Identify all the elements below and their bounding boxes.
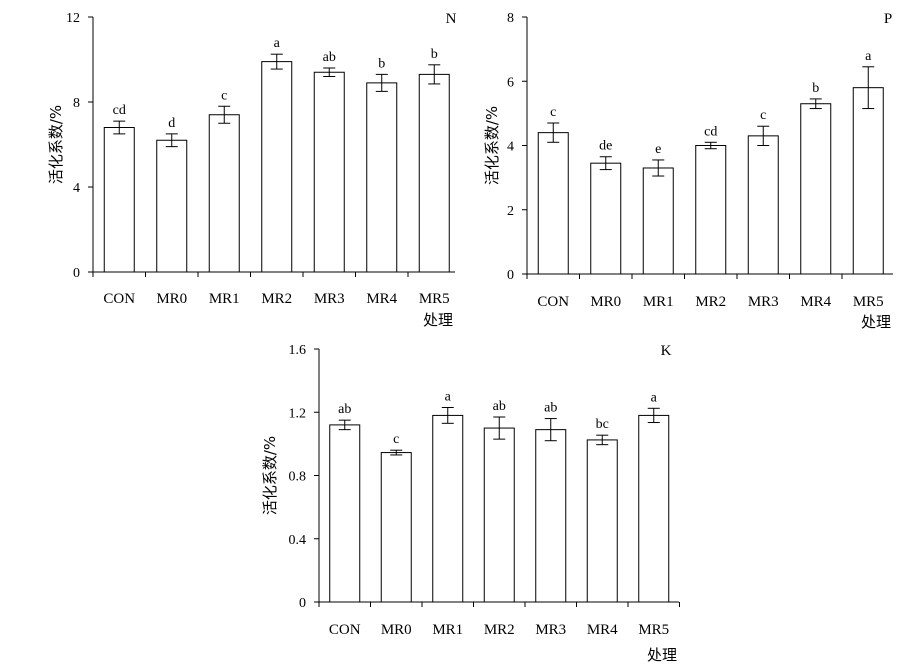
y-tick-label: 4 (507, 140, 514, 155)
chart-panel-k: 0 0.4 0.8 1.2 1.6 ab CON c MR0 a MR1 ab MR2 ab MR3 bc MR… (261, 343, 680, 664)
significance-label: ab (544, 401, 557, 416)
significance-label: c (393, 432, 399, 447)
x-tick-label: MR4 (587, 622, 618, 638)
significance-label: a (865, 49, 872, 64)
y-axis-title: 活化系数/% (47, 105, 65, 184)
x-tick-label: MR3 (535, 622, 566, 638)
x-tick-label: CON (103, 291, 135, 307)
bar-mr5 (852, 87, 884, 275)
significance-label: c (550, 105, 556, 120)
x-tick-label: MR4 (800, 294, 831, 310)
bar-mr4 (366, 82, 398, 273)
bar-mr4 (586, 439, 618, 603)
y-tick-label: 8 (507, 11, 514, 26)
x-tick-label: MR4 (366, 291, 397, 307)
bar-con (537, 132, 569, 275)
x-tick-label: MR5 (638, 622, 669, 638)
panel-label: N (446, 11, 457, 27)
bar-mr2 (261, 61, 293, 273)
y-tick-label: 0.4 (289, 533, 307, 548)
panel-label: K (661, 343, 672, 359)
y-tick-label: 8 (73, 96, 80, 111)
y-tick-label: 2 (507, 204, 514, 219)
bar-mr0 (590, 162, 622, 275)
significance-label: d (168, 116, 175, 131)
y-tick-label: 4 (73, 181, 80, 196)
significance-label: cd (704, 124, 717, 139)
significance-label: c (760, 108, 766, 123)
x-tick-label: MR3 (748, 294, 779, 310)
x-axis-title: 处理 (423, 311, 453, 329)
panel-label: P (884, 11, 892, 27)
x-tick-label: MR2 (484, 622, 515, 638)
significance-label: a (651, 390, 658, 405)
significance-label: ab (493, 399, 506, 414)
chart-panel-p: 0 2 4 6 8 c CON de MR0 e MR1 cd MR2 c MR3 b MR4 a MR5 P 活化系数… (483, 11, 893, 331)
bar-mr5 (638, 414, 670, 603)
significance-label: bc (596, 417, 609, 432)
bar-mr2 (695, 145, 727, 275)
x-tick-label: MR1 (432, 622, 463, 638)
x-tick-label: MR0 (381, 622, 412, 638)
x-tick-label: MR0 (590, 294, 621, 310)
y-axis-title: 活化系数/% (261, 436, 279, 515)
significance-label: ab (323, 50, 336, 65)
bar-mr0 (156, 139, 188, 273)
bar-con (103, 127, 135, 273)
bar-mr0 (380, 452, 412, 603)
bar-mr3 (747, 135, 779, 275)
bar-mr1 (208, 114, 240, 273)
x-tick-label: MR2 (695, 294, 726, 310)
y-tick-label: 12 (66, 11, 80, 26)
bar-mr1 (642, 167, 674, 275)
x-tick-label: MR5 (853, 294, 884, 310)
bar-mr2 (483, 427, 515, 603)
bar-con (329, 424, 361, 603)
significance-label: ab (338, 402, 351, 417)
x-tick-label: MR5 (419, 291, 450, 307)
bar-mr5 (418, 73, 450, 273)
bar-mr3 (313, 71, 345, 273)
significance-label: b (812, 81, 819, 96)
significance-label: de (599, 139, 612, 154)
y-tick-label: 0 (507, 268, 514, 283)
x-tick-label: MR1 (209, 291, 240, 307)
x-axis-title: 处理 (647, 646, 677, 664)
x-tick-label: MR3 (314, 291, 345, 307)
significance-label: b (431, 47, 438, 62)
bar-mr4 (800, 103, 832, 275)
chart-panel-n: 0 4 8 12 cd CON d MR0 c MR1 a MR2 ab MR3 b MR4 b MR5 N 活化系数… (47, 11, 457, 329)
y-axis-title: 活化系数/% (483, 106, 501, 185)
y-tick-label: 1.2 (289, 406, 307, 421)
y-tick-label: 6 (507, 75, 514, 90)
significance-label: cd (113, 103, 126, 118)
significance-label: a (274, 36, 281, 51)
x-tick-label: CON (329, 622, 361, 638)
x-tick-label: MR2 (261, 291, 292, 307)
bar-mr3 (535, 429, 567, 603)
x-tick-label: CON (537, 294, 569, 310)
y-tick-label: 1.6 (289, 343, 307, 358)
significance-label: e (655, 142, 661, 157)
significance-label: b (378, 56, 385, 71)
significance-label: c (221, 88, 227, 103)
y-tick-label: 0 (299, 596, 306, 611)
bar-mr1 (432, 414, 464, 603)
x-axis-title: 处理 (861, 313, 891, 331)
x-tick-label: MR0 (156, 291, 187, 307)
y-tick-label: 0.8 (289, 470, 307, 485)
x-tick-label: MR1 (643, 294, 674, 310)
significance-label: a (445, 390, 452, 405)
y-tick-label: 0 (73, 266, 80, 281)
